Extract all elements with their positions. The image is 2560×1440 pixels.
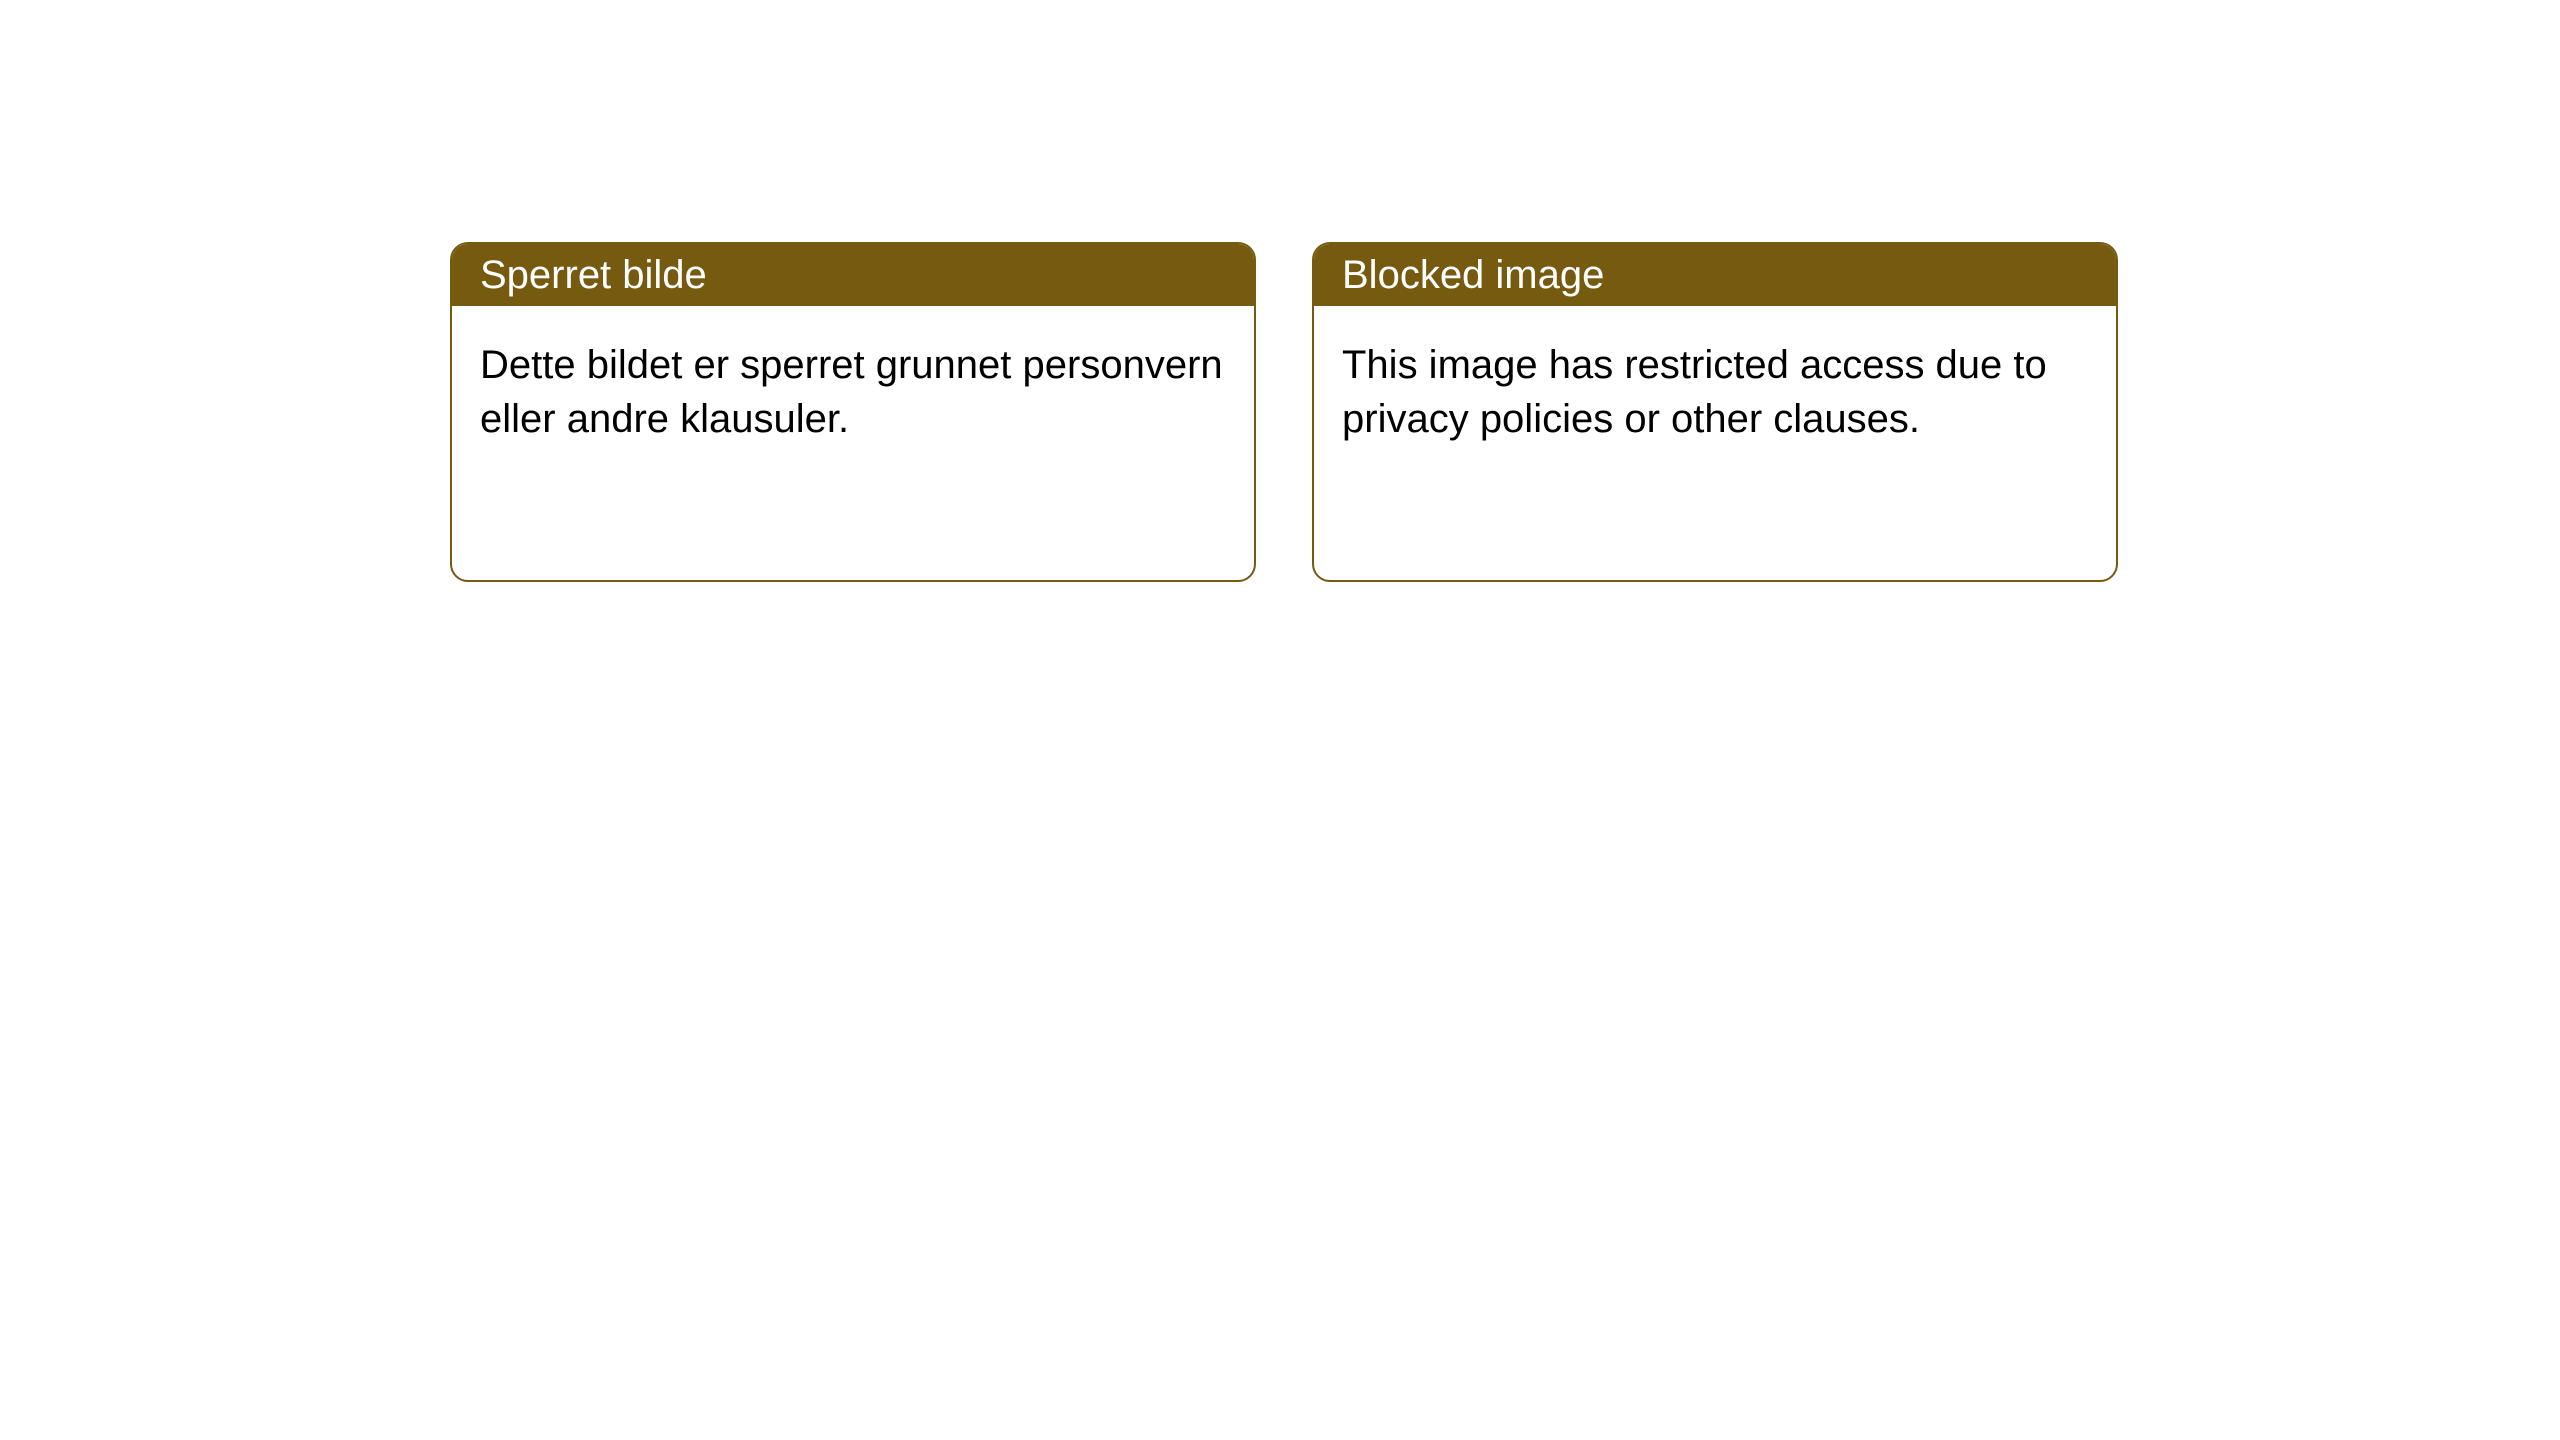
- notice-body-text: This image has restricted access due to …: [1342, 343, 2047, 441]
- notice-box-norwegian: Sperret bilde Dette bildet er sperret gr…: [450, 242, 1256, 582]
- notice-body: Dette bildet er sperret grunnet personve…: [452, 306, 1254, 478]
- notice-body-text: Dette bildet er sperret grunnet personve…: [480, 343, 1223, 441]
- notice-header: Sperret bilde: [452, 244, 1254, 306]
- notice-title: Sperret bilde: [480, 253, 707, 298]
- notice-body: This image has restricted access due to …: [1314, 306, 2116, 478]
- notice-box-english: Blocked image This image has restricted …: [1312, 242, 2118, 582]
- notice-title: Blocked image: [1342, 253, 1604, 298]
- notice-container: Sperret bilde Dette bildet er sperret gr…: [0, 0, 2560, 582]
- notice-header: Blocked image: [1314, 244, 2116, 306]
